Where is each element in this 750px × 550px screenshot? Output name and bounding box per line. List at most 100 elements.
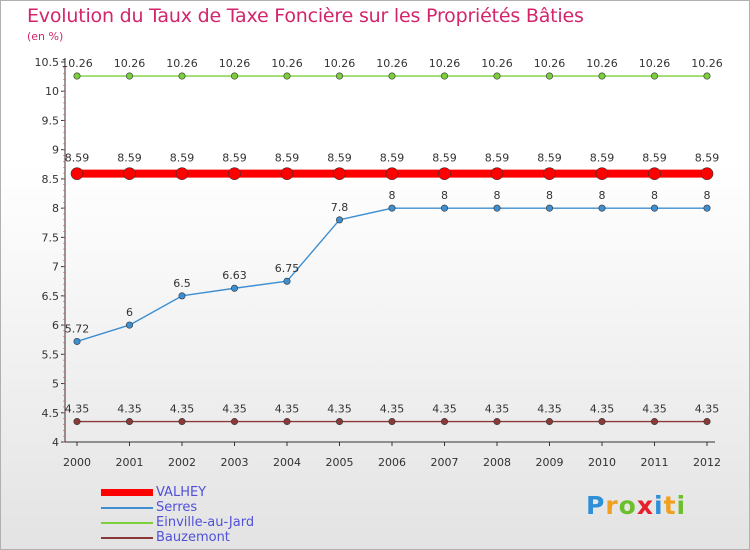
y-tick-label: 8.5 — [42, 173, 60, 186]
data-point — [598, 204, 606, 212]
legend-label: Bauzemont — [156, 530, 230, 545]
data-label: 8.59 — [222, 152, 247, 165]
data-label: 4.35 — [117, 403, 142, 416]
x-tick-label: 2001 — [116, 456, 144, 469]
data-point — [228, 167, 241, 180]
data-label: 10.26 — [481, 57, 513, 70]
data-point — [700, 167, 714, 180]
data-point — [335, 216, 343, 224]
data-label: 5.72 — [65, 322, 90, 335]
data-label: 10.26 — [219, 57, 251, 70]
data-label: 10.26 — [534, 57, 566, 70]
x-tick-label: 2004 — [273, 456, 301, 469]
data-label: 4.35 — [432, 403, 457, 416]
legend-label: Einville-au-Jard — [156, 515, 255, 530]
data-label: 7.8 — [331, 201, 349, 214]
data-label: 4.35 — [485, 403, 510, 416]
x-tick-label: 2010 — [588, 456, 616, 469]
y-tick-label: 7.5 — [42, 231, 60, 244]
data-label: 6.5 — [173, 277, 191, 290]
data-point — [598, 418, 606, 426]
data-label: 10.26 — [691, 57, 723, 70]
data-label: 8 — [599, 189, 606, 202]
data-point — [703, 204, 711, 212]
logo-letter: o — [618, 491, 637, 520]
data-point — [648, 167, 661, 180]
data-label: 8 — [546, 189, 553, 202]
data-label: 4.35 — [695, 403, 720, 416]
data-point — [493, 72, 501, 80]
data-point — [493, 204, 501, 212]
x-tick-label: 2002 — [168, 456, 196, 469]
y-axis-unit: (en %) — [27, 30, 64, 43]
legend-swatch — [101, 537, 153, 539]
data-point — [126, 418, 134, 426]
data-point — [126, 321, 134, 329]
data-label: 4.35 — [65, 403, 90, 416]
data-point — [490, 167, 504, 180]
data-point — [231, 284, 239, 292]
data-point — [388, 204, 396, 212]
data-point — [545, 204, 553, 212]
x-tick-label: 2006 — [378, 456, 406, 469]
logo-letter: r — [605, 491, 619, 520]
y-tick-label: 9.5 — [42, 114, 60, 127]
data-label: 8 — [494, 189, 501, 202]
data-label: 8.59 — [117, 152, 142, 165]
data-label: 4.35 — [642, 403, 667, 416]
data-point — [650, 418, 658, 426]
data-point — [703, 418, 711, 426]
data-label: 10.26 — [639, 57, 671, 70]
x-tick-label: 2012 — [693, 456, 721, 469]
data-point — [545, 72, 553, 80]
y-tick-label: 4.5 — [42, 407, 60, 420]
data-label: 8.59 — [695, 152, 720, 165]
proxiti-logo: Proxiti — [586, 491, 686, 520]
logo-letter: i — [654, 491, 664, 520]
data-point — [388, 418, 396, 426]
x-tick-label: 2003 — [221, 456, 249, 469]
legend-swatch — [101, 507, 153, 509]
data-point — [335, 418, 343, 426]
data-point — [178, 292, 186, 300]
data-label: 8.59 — [537, 152, 562, 165]
data-label: 8 — [389, 189, 396, 202]
data-point — [175, 167, 189, 180]
y-tick-label: 10 — [45, 85, 59, 98]
data-label: 4.35 — [590, 403, 615, 416]
data-point — [493, 418, 501, 426]
data-point — [73, 418, 81, 426]
data-point — [178, 72, 186, 80]
data-point — [123, 167, 136, 180]
data-label: 8.59 — [432, 152, 457, 165]
data-point — [543, 167, 556, 180]
chart-title: Evolution du Taux de Taxe Foncière sur l… — [27, 5, 584, 27]
data-point — [703, 72, 711, 80]
data-point — [73, 337, 81, 345]
data-label: 10.26 — [61, 57, 93, 70]
data-label: 4.35 — [170, 403, 195, 416]
data-label: 10.26 — [586, 57, 618, 70]
data-label: 8.59 — [642, 152, 667, 165]
data-label: 8.59 — [275, 152, 300, 165]
data-point — [70, 167, 84, 180]
data-label: 8 — [441, 189, 448, 202]
x-tick-label: 2011 — [641, 456, 669, 469]
data-label: 10.26 — [166, 57, 198, 70]
data-point — [231, 418, 239, 426]
y-tick-label: 4 — [52, 436, 59, 449]
data-label: 8.59 — [590, 152, 615, 165]
data-point — [335, 72, 343, 80]
y-tick-label: 6.5 — [42, 290, 60, 303]
data-point — [126, 72, 134, 80]
x-tick-label: 2009 — [536, 456, 564, 469]
legend-swatch — [101, 522, 153, 524]
logo-letter: i — [676, 491, 687, 520]
data-label: 10.26 — [429, 57, 461, 70]
legend-swatch — [101, 489, 153, 496]
data-label: 6.75 — [275, 262, 300, 275]
data-label: 8.59 — [380, 152, 405, 165]
y-tick-label: 9 — [52, 144, 59, 157]
data-label: 6.63 — [222, 269, 247, 282]
data-label: 10.26 — [324, 57, 356, 70]
